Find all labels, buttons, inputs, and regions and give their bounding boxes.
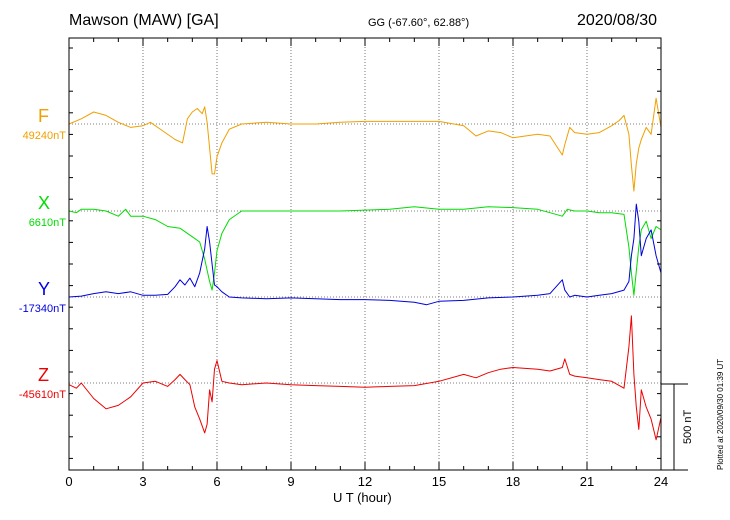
component-letter-f: F xyxy=(38,106,49,126)
component-letter-x: X xyxy=(38,193,51,213)
scale-bar-label: 500 nT xyxy=(682,409,694,444)
scale-bar xyxy=(661,383,688,471)
x-tick-label: 15 xyxy=(431,474,447,489)
x-tick-label: 12 xyxy=(357,474,373,489)
series-z-line xyxy=(68,315,662,441)
x-tick-label: 18 xyxy=(505,474,521,489)
plotted-timestamp: Plotted at 2020/09/30 01:39 UT xyxy=(716,358,725,470)
series-x-line xyxy=(68,206,662,296)
component-letter-y: Y xyxy=(38,279,51,299)
component-letter-z: Z xyxy=(38,365,49,385)
series-lines xyxy=(68,97,662,441)
baseline-label-z: -45610nT xyxy=(18,389,66,401)
baseline-label-f: 49240nT xyxy=(22,130,66,142)
station-coords: GG (-67.60°, 62.88°) xyxy=(368,17,470,29)
plot-date: 2020/08/30 xyxy=(577,12,658,29)
x-axis-label: U T (hour) xyxy=(333,490,392,505)
x-tick-label: 0 xyxy=(65,474,73,489)
x-tick-label: 6 xyxy=(213,474,221,489)
x-tick-label: 21 xyxy=(579,474,595,489)
series-y-line xyxy=(68,203,662,306)
station-title: Mawson (MAW) [GA] xyxy=(69,12,219,29)
baseline-label-x: 6610nT xyxy=(28,217,66,229)
baseline-label-y: -17340nT xyxy=(18,303,66,315)
grid-lines xyxy=(142,38,588,470)
x-tick-label: 24 xyxy=(653,474,669,489)
x-tick-label: 9 xyxy=(287,474,295,489)
x-tick-label: 3 xyxy=(139,474,147,489)
axis-ticks xyxy=(68,38,662,470)
series-f-line xyxy=(68,97,662,192)
